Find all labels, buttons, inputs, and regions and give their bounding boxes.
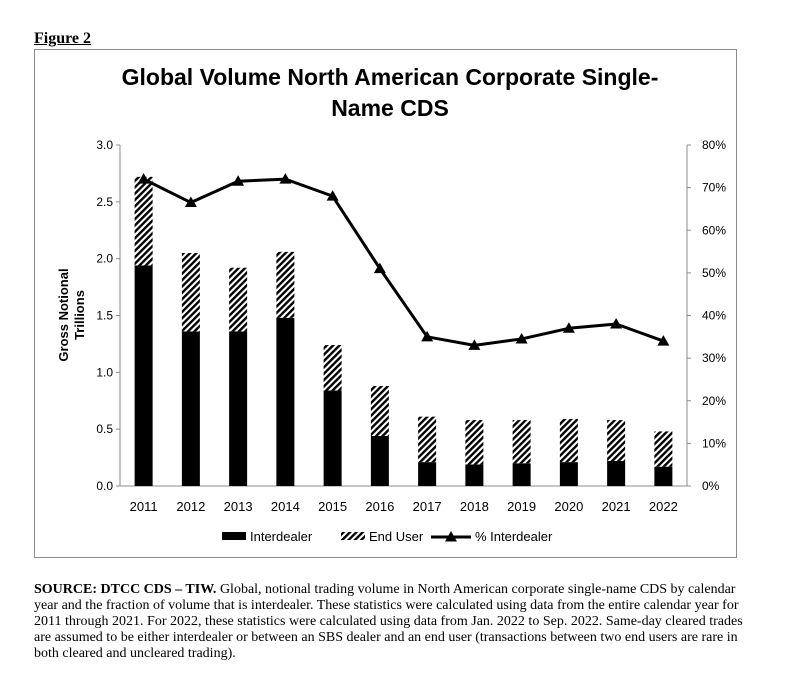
marker-pct-interdealer (326, 190, 339, 201)
x-tick-label: 2012 (176, 499, 205, 514)
bar-interdealer (418, 462, 437, 486)
y2-tick-label: 70% (702, 181, 726, 195)
x-tick-label: 2021 (602, 499, 631, 514)
marker-pct-interdealer (421, 330, 434, 342)
y2-tick-label: 0% (702, 479, 720, 493)
legend-label-interdealer: Interdealer (250, 529, 313, 544)
bar-end-user (370, 385, 389, 436)
marker-pct-interdealer (373, 262, 386, 274)
bar-interdealer (607, 460, 626, 486)
y2-tick-label: 20% (702, 394, 726, 408)
marker-pct-interdealer (232, 175, 245, 186)
y-axis-label: Gross Notional Trillions (56, 268, 87, 361)
marker-pct-interdealer (468, 339, 481, 350)
x-tick-label: 2016 (365, 499, 394, 514)
bar-interdealer (370, 435, 389, 486)
chart-frame (34, 49, 737, 558)
y-axis-label-line-1: Gross Notional (56, 268, 71, 361)
bar-end-user (418, 416, 437, 463)
x-tick-label: 2011 (130, 499, 158, 514)
marker-pct-interdealer (657, 335, 670, 346)
x-tick-label: 2018 (460, 499, 489, 514)
marker-pct-interdealer (137, 173, 150, 184)
marker-pct-interdealer (562, 322, 575, 333)
source-note: SOURCE: DTCC CDS – TIW. Global, notional… (34, 582, 746, 662)
bar-interdealer (229, 331, 248, 486)
y-axis-label-line-2: Trillions (72, 290, 87, 340)
y2-tick-label: 40% (702, 309, 726, 323)
bar-interdealer (276, 317, 295, 486)
y2-tick-label: 80% (702, 138, 726, 152)
marker-pct-interdealer (279, 173, 292, 184)
chart: 0.0 0.5 1.0 1.5 2.0 2.5 3.0 0% 10% 20% 30% 40% 50% 60… (56, 138, 726, 544)
bar-end-user (607, 420, 626, 461)
y-tick-label: 2.5 (96, 195, 113, 209)
y2-tick-label: 10% (702, 436, 726, 450)
bar-interdealer (323, 390, 342, 486)
y2-tick-label: 50% (702, 266, 726, 280)
x-tick-label: 2015 (318, 499, 347, 514)
y-tick-label: 0.0 (96, 479, 113, 493)
legend-marker-pct-interdealer (445, 531, 457, 542)
bar-end-user (276, 251, 295, 318)
marker-pct-interdealer (610, 318, 623, 329)
bar-interdealer (134, 265, 153, 486)
y-tick-label: 1.5 (96, 309, 113, 323)
marker-pct-interdealer (184, 196, 197, 208)
bar-interdealer (465, 464, 484, 486)
legend-swatch-interdealer (222, 532, 246, 540)
bar-end-user (181, 252, 200, 332)
bar-end-user (512, 420, 531, 464)
series-line-pct-interdealer (142, 177, 664, 347)
x-tick-label: 2022 (649, 499, 678, 514)
bar-end-user (465, 420, 484, 465)
y2-tick-label: 60% (702, 223, 726, 237)
bar-end-user (654, 431, 673, 467)
legend-swatch-end-user (341, 532, 365, 540)
y-tick-label: 1.0 (96, 365, 113, 379)
chart-title-line-1: Global Volume North American Corporate S… (121, 64, 659, 90)
y-tick-label: 0.5 (96, 422, 113, 436)
source-lead: SOURCE: DTCC CDS – TIW. (34, 582, 217, 597)
chart-title-line-2: Name CDS (331, 95, 449, 121)
source-body: Global, notional trading volume in North… (34, 582, 743, 661)
bar-end-user (229, 267, 248, 332)
y-tick-label: 3.0 (96, 138, 113, 152)
x-tick-label: 2014 (271, 499, 300, 514)
bar-end-user (134, 176, 153, 266)
y2-tick-label: 30% (702, 351, 726, 365)
x-tick-label: 2017 (413, 499, 442, 514)
bar-interdealer (181, 331, 200, 486)
x-tick-label: 2020 (554, 499, 583, 514)
figure-label: Figure 2 (34, 30, 92, 47)
legend-label-end-user: End User (369, 529, 424, 544)
chart-title: Global Volume North American Corporate S… (90, 62, 690, 124)
x-tick-label: 2013 (224, 499, 253, 514)
bar-interdealer (654, 466, 673, 486)
bar-interdealer (512, 463, 531, 486)
x-tick-label: 2019 (507, 499, 536, 514)
y-tick-label: 2.0 (96, 252, 113, 266)
bar-interdealer (559, 462, 578, 486)
marker-pct-interdealer (515, 332, 528, 344)
bar-end-user (323, 345, 342, 391)
bar-end-user (559, 418, 578, 463)
legend-label-pct-interdealer: % Interdealer (475, 529, 553, 544)
